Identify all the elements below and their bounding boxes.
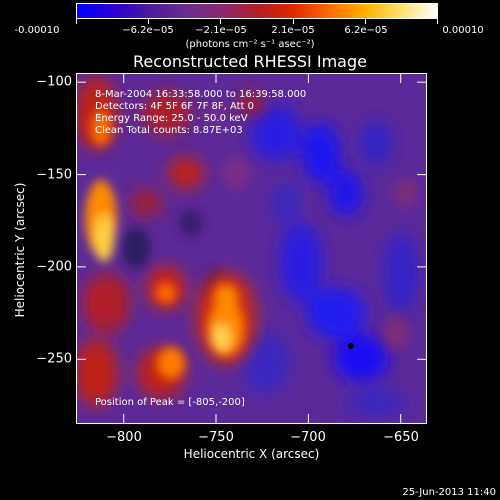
timestamp: 25-Jun-2013 11:40: [402, 487, 496, 498]
colorbar-units: (photons cm⁻² s⁻¹ asec⁻²): [185, 39, 315, 50]
x-tick-label: −700: [290, 430, 326, 445]
colorbar-tick-label: 2.1e−05: [271, 25, 315, 36]
colorbar: [76, 3, 438, 19]
detectors-label: Detectors: 4F 5F 6F 7F 8F, Att 0: [95, 101, 255, 112]
y-tick-label: −150: [36, 167, 72, 183]
rhessi-image: [76, 73, 427, 424]
colorbar-tick-label: 0.00010: [442, 25, 484, 36]
peak-marker: [348, 343, 354, 349]
colorbar-tick-label: −6.2e−05: [122, 25, 174, 36]
y-tick-label: −200: [36, 259, 72, 275]
plot-title: Reconstructed RHESSI Image: [133, 52, 367, 71]
colorbar-tick-label: 6.2e−05: [344, 25, 388, 36]
energy-range-label: Energy Range: 25.0 - 50.0 keV: [95, 113, 248, 124]
y-tick-label: −250: [36, 351, 72, 367]
x-tick-label: −750: [198, 430, 234, 445]
peak-position-label: Position of Peak = [-805,-200]: [95, 397, 245, 408]
bright-region: [85, 110, 244, 379]
y-axis-label: Heliocentric Y (arcsec): [13, 182, 27, 318]
y-tick-label: −100: [36, 74, 72, 90]
colorbar-tick-label: −2.1e−05: [195, 25, 247, 36]
x-tick-label: −650: [383, 430, 419, 445]
colorbar-ticks: [76, 19, 438, 25]
x-axis-label: Heliocentric X (arcsec): [183, 447, 320, 461]
blue-region: [242, 105, 419, 417]
x-tick-label: −800: [106, 430, 142, 445]
colorbar-tick-label: -0.00010: [14, 25, 60, 36]
axis-ticks: [76, 73, 427, 424]
time-range-label: 8-Mar-2004 16:33:58.000 to 16:39:58.000: [95, 89, 307, 100]
total-counts-label: Clean Total counts: 8.87E+03: [95, 125, 243, 136]
